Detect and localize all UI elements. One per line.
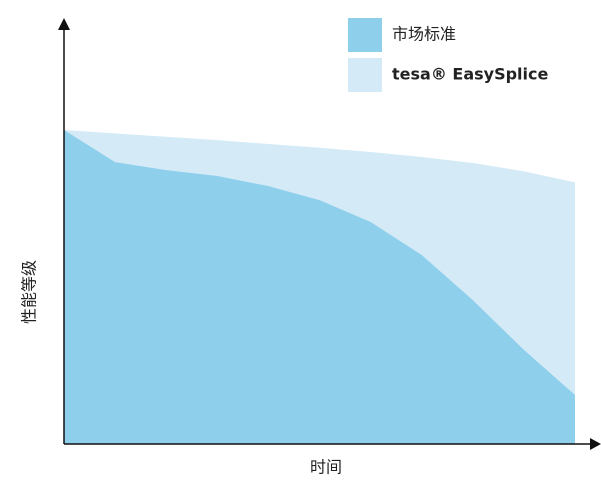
y-axis-arrow (58, 18, 70, 30)
x-axis-label: 时间 (310, 458, 342, 477)
y-axis-label: 性能等级 (20, 260, 39, 324)
legend-label: tesa® EasySplice (392, 65, 549, 84)
legend-label: 市场标准 (392, 25, 456, 44)
x-axis-arrow (590, 438, 601, 450)
plot-area (64, 130, 575, 445)
legend: 市场标准 tesa® EasySplice (348, 18, 549, 92)
area (64, 130, 575, 445)
legend-swatch (348, 18, 382, 52)
legend-swatch (348, 58, 382, 92)
